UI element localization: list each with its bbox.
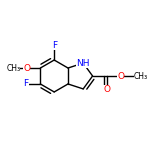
Text: O: O	[117, 71, 124, 81]
Text: O: O	[104, 85, 111, 94]
Text: CH₃: CH₃	[6, 64, 20, 73]
Text: CH₃: CH₃	[134, 71, 148, 81]
Text: NH: NH	[76, 59, 90, 68]
Text: F: F	[23, 79, 29, 88]
Text: O: O	[23, 64, 30, 73]
Text: F: F	[52, 41, 57, 50]
